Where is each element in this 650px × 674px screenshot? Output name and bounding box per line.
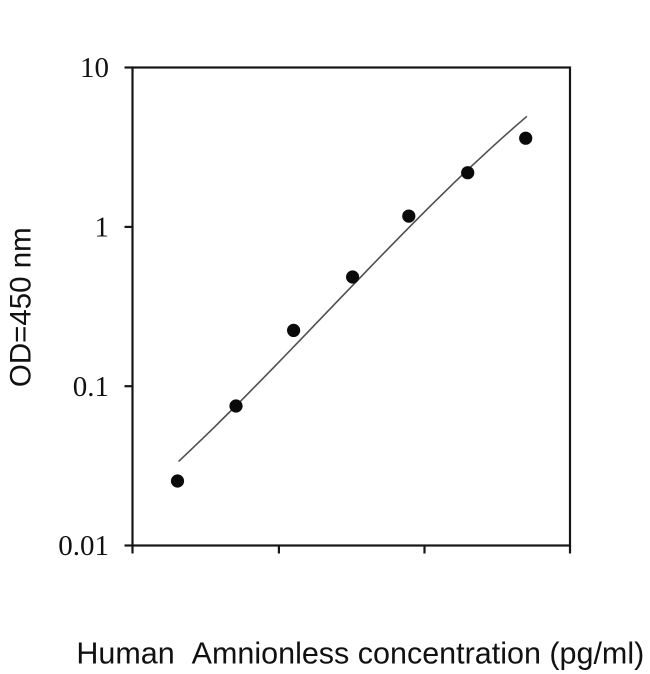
- svg-text:0.01: 0.01: [58, 530, 109, 562]
- svg-text:OD=450 nm: OD=450 nm: [4, 227, 37, 387]
- svg-text:1: 1: [95, 212, 110, 244]
- svg-text:Human Amnionless concentratio: Human Amnionless concentration (pg/ml): [76, 637, 644, 671]
- svg-text:10: 10: [80, 52, 109, 84]
- svg-text:0.1: 0.1: [73, 371, 109, 403]
